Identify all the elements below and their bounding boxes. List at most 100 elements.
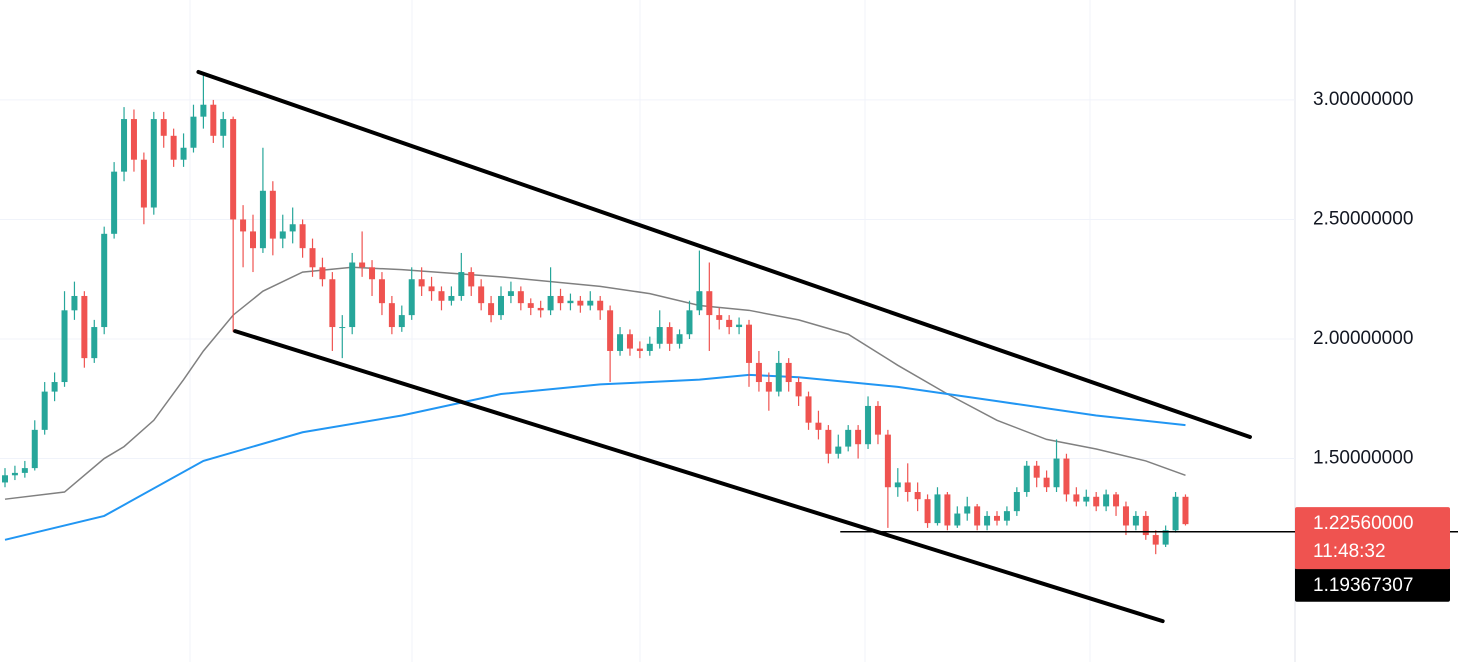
candle-body (1162, 530, 1169, 545)
candle-body (656, 327, 663, 344)
candle-body (1053, 458, 1060, 488)
candle-body (746, 324, 752, 363)
candle-body (597, 300, 604, 311)
candle-body (31, 429, 38, 469)
candle-body (408, 279, 415, 316)
candle-body (507, 291, 514, 296)
candle-body (2, 475, 8, 483)
candle-body (61, 310, 68, 383)
candle-body (200, 104, 207, 117)
candle-body (359, 262, 366, 268)
level-label-box (1295, 567, 1450, 602)
candle-body (736, 324, 743, 328)
candle-body (458, 272, 465, 296)
candle-body (964, 506, 971, 514)
candle-body (994, 515, 1000, 521)
candle-body (240, 219, 247, 232)
moving-average (4, 373, 1186, 541)
candle-body (825, 429, 832, 454)
candle-body (21, 468, 28, 473)
candle-body (1093, 496, 1100, 507)
candle-body (974, 506, 981, 526)
candle-body (329, 279, 336, 328)
candle-body (795, 382, 802, 397)
candle-body (835, 446, 842, 454)
candle-body (498, 295, 504, 316)
candle-body (1132, 515, 1139, 526)
candle-body (1113, 494, 1120, 507)
candle-body (547, 295, 554, 311)
candle-body (438, 291, 445, 301)
candle-body (150, 119, 157, 208)
candle-body (765, 382, 772, 392)
candle-body (1063, 458, 1070, 495)
candle-body (1003, 511, 1010, 521)
candle-body (140, 159, 147, 208)
candle-body (309, 248, 316, 268)
candle-body (726, 319, 733, 328)
candle-body (339, 327, 346, 329)
candle-body (855, 429, 862, 445)
candle-body (845, 429, 852, 447)
candle-body (607, 310, 614, 351)
candle-body (91, 327, 98, 359)
candle-body (1172, 496, 1179, 531)
candle-body (210, 104, 217, 136)
candle-body (448, 295, 455, 301)
candle-body (269, 190, 276, 239)
candle-body (398, 315, 405, 328)
candle-body (865, 405, 872, 445)
candle-body (587, 300, 594, 306)
candle-body (11, 472, 18, 476)
candle-body (914, 492, 921, 500)
candle-body (636, 348, 643, 351)
candle-body (1152, 535, 1159, 545)
candle-body (577, 300, 584, 306)
candle-body (289, 224, 296, 232)
candle-body (815, 422, 822, 430)
candle-body (1033, 465, 1040, 478)
candle-body (1182, 496, 1189, 525)
candle-body (1073, 494, 1080, 502)
candle-body (537, 307, 544, 311)
candle-body (666, 327, 673, 344)
candle-body (805, 396, 812, 423)
y-tick-label: 2.50000000 (1313, 208, 1413, 229)
candle-body (378, 279, 385, 304)
candle-body (874, 405, 881, 435)
candle-body (349, 262, 356, 328)
candle-body (101, 233, 108, 328)
candle-body (130, 119, 137, 160)
level-label: 1.19367307 (1313, 575, 1413, 596)
candle-body (1103, 494, 1110, 507)
candle-body (1122, 506, 1129, 526)
y-tick-label: 1.50000000 (1313, 448, 1413, 469)
candle-body (1013, 492, 1020, 512)
candle-body (388, 303, 395, 328)
candle-body (250, 231, 256, 249)
candle-body (646, 343, 653, 351)
candle-body (279, 231, 286, 239)
candle-body (190, 116, 197, 148)
candle-body (259, 190, 266, 249)
candle-body (676, 334, 683, 344)
candle-body (488, 303, 495, 316)
last-price-label: 1.22560000 (1313, 513, 1413, 534)
candle-body (557, 295, 564, 304)
candle-body (319, 267, 326, 280)
candle-body (944, 494, 951, 526)
candle-body (111, 171, 118, 234)
candle-body (517, 291, 524, 304)
candle-body (785, 362, 792, 383)
candle-body (775, 362, 782, 392)
candle-body (220, 119, 227, 136)
candle-body (1023, 465, 1030, 493)
candle-body (369, 267, 376, 280)
candle-body (716, 315, 723, 320)
candle-body (954, 513, 961, 526)
candle-body (418, 279, 425, 287)
candle-body (567, 300, 574, 304)
trendline (196, 69, 1252, 440)
candle-body (884, 434, 891, 488)
